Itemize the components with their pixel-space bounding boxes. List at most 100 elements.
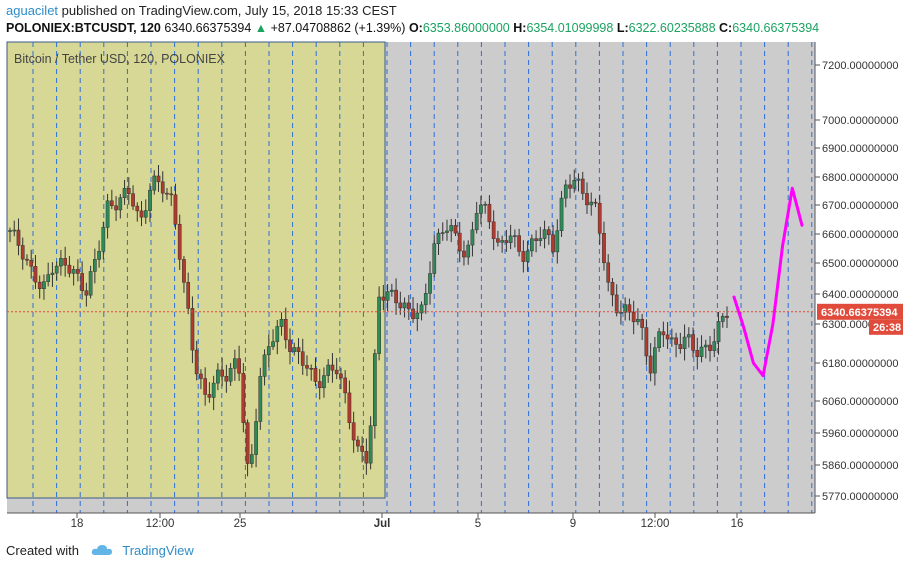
- candle-body: [602, 233, 606, 264]
- candle-body: [699, 346, 704, 357]
- candle-body: [708, 344, 712, 351]
- projection-curve: [732, 186, 804, 378]
- candle-body: [148, 189, 152, 211]
- candle-body: [576, 178, 581, 181]
- high-label: H:: [513, 21, 527, 35]
- candle-body: [313, 367, 318, 382]
- candle-body: [165, 192, 169, 195]
- candle-body: [720, 315, 725, 322]
- low-value: 6322.60235888: [628, 21, 716, 35]
- y-tick-label: 5770.00000000: [822, 491, 898, 503]
- candle-body: [347, 392, 352, 423]
- candle-body: [457, 232, 462, 252]
- x-tick-label: 5: [475, 518, 481, 530]
- candle-body: [716, 321, 721, 342]
- candle-body: [152, 175, 157, 191]
- tradingview-link[interactable]: TradingView: [122, 543, 194, 558]
- symbol-label[interactable]: POLONIEX:BTCUSDT, 120: [6, 21, 161, 35]
- candle-body: [71, 269, 76, 274]
- close-label: C:: [719, 21, 733, 35]
- candle-body: [300, 351, 305, 366]
- candle-body: [428, 273, 432, 294]
- candle-body: [631, 311, 636, 323]
- candle-body: [648, 355, 653, 374]
- candle-body: [606, 262, 611, 283]
- up-arrow-icon: ▲: [254, 21, 268, 35]
- candle-body: [194, 349, 199, 375]
- candle-body: [678, 344, 683, 349]
- candle-body: [224, 375, 229, 382]
- candle-body: [76, 269, 80, 274]
- candle-body: [546, 229, 551, 236]
- candle-body: [470, 229, 475, 246]
- candle-body: [572, 180, 577, 189]
- created-with-text: Created with: [6, 543, 79, 558]
- candle-body: [496, 238, 500, 243]
- candle-body: [16, 229, 21, 246]
- candle-body: [479, 204, 483, 214]
- candle-body: [109, 200, 114, 207]
- candle-body: [63, 258, 68, 266]
- candle-body: [580, 178, 585, 194]
- y-tick-label: 6400.00000000: [822, 289, 898, 301]
- y-tick-label: 6800.00000000: [822, 172, 898, 184]
- candle-body: [389, 289, 394, 292]
- candle-body: [517, 235, 521, 252]
- candle-body: [46, 274, 51, 282]
- candle-body: [398, 302, 403, 309]
- candle-body: [317, 381, 322, 389]
- candle-body: [623, 304, 628, 313]
- candle-body: [593, 201, 598, 204]
- low-label: L:: [616, 21, 629, 35]
- candle-body: [101, 227, 106, 252]
- last-price-badge: [817, 303, 903, 320]
- candle-body: [309, 367, 314, 370]
- candle-body: [712, 341, 717, 351]
- candle-body: [377, 296, 381, 354]
- candle-body: [589, 201, 594, 206]
- candle-body: [483, 203, 488, 206]
- header-line-2: POLONIEX:BTCUSDT, 120 6340.66375394 ▲ +8…: [6, 21, 819, 35]
- candle-body: [513, 235, 517, 237]
- candle-body: [343, 377, 348, 394]
- candle-body: [529, 238, 534, 252]
- candle-body: [283, 318, 288, 341]
- candle-body: [12, 229, 17, 232]
- candle-body: [29, 259, 34, 267]
- author-link[interactable]: aguacilet: [6, 3, 59, 18]
- tradingview-logo-icon[interactable]: [91, 544, 113, 559]
- y-tick-label: 7200.00000000: [822, 60, 898, 72]
- candle-body: [326, 364, 331, 376]
- candle-body: [203, 378, 208, 395]
- x-tick-label: 12:00: [146, 518, 175, 530]
- candle-body: [339, 373, 343, 379]
- price-chart[interactable]: Bitcoin / Tether USD, 120, POLONIEX 7200.…: [0, 40, 918, 538]
- candle-body: [220, 369, 224, 377]
- x-tick-label: 25: [234, 518, 247, 530]
- candle-body: [271, 341, 275, 347]
- close-value: 6340.66375394: [732, 21, 820, 35]
- footer: Created with TradingView: [6, 543, 194, 559]
- candle-body: [559, 197, 564, 231]
- candle-body: [334, 369, 339, 375]
- candle-body: [538, 238, 543, 241]
- candle-body: [266, 346, 271, 356]
- candle-body: [199, 373, 203, 379]
- candle-body: [504, 240, 509, 243]
- candle-body: [415, 312, 420, 319]
- candle-body: [288, 339, 292, 352]
- candle-body: [241, 373, 246, 423]
- candle-body: [669, 337, 674, 340]
- candle-body: [186, 282, 191, 309]
- candle-body: [50, 272, 55, 275]
- candle-body: [585, 193, 589, 206]
- last-price: 6340.66375394: [164, 21, 252, 35]
- published-text: published on TradingView.com, July 15, 2…: [61, 3, 397, 18]
- y-tick-label: 6600.00000000: [822, 229, 898, 241]
- candle-body: [131, 193, 135, 207]
- last-price-badge-label: 6340.66375394: [821, 307, 898, 319]
- candle-body: [156, 175, 161, 183]
- candle-body: [491, 221, 496, 239]
- candle-body: [640, 319, 644, 328]
- x-tick-label: Jul: [374, 518, 391, 530]
